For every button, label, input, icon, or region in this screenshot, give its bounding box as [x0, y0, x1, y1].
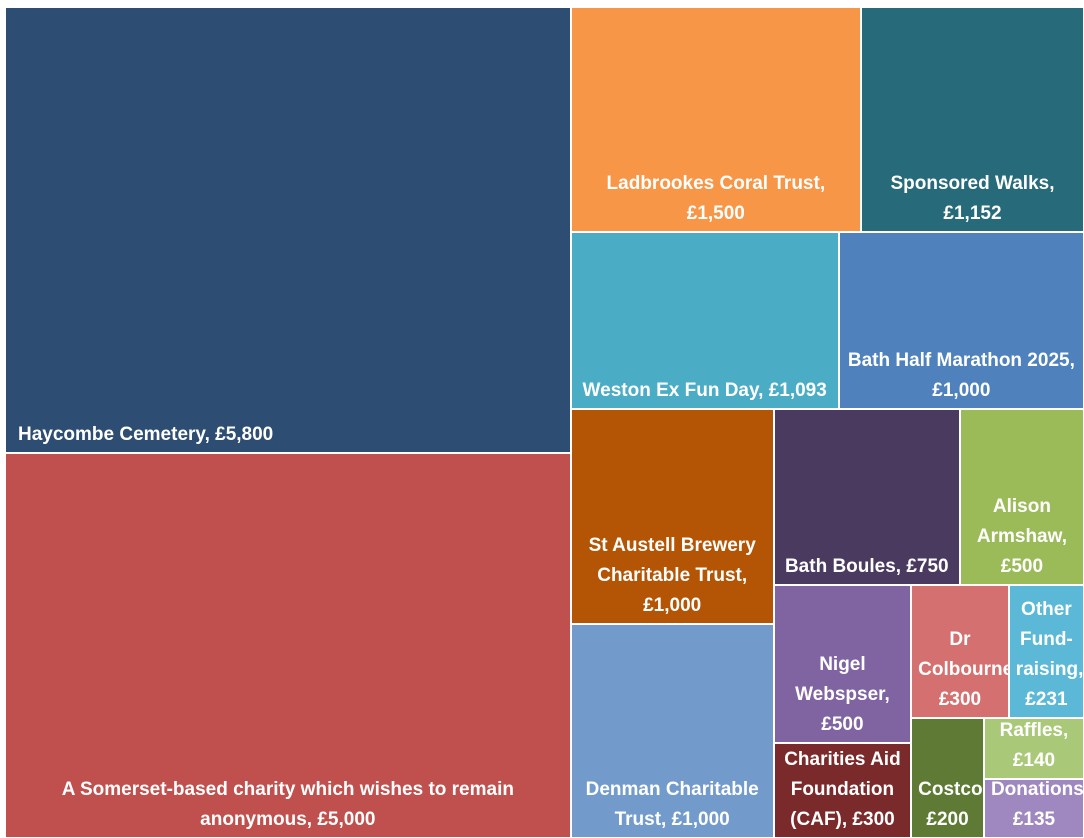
treemap-cell: Charities Aid Foundation (CAF), £300 [773, 742, 912, 838]
treemap-cell: Ladbrookes Coral Trust, £1,500 [570, 7, 861, 232]
cell-label: Weston Ex Fun Day, £1,093 [582, 380, 827, 402]
cell-label: Raffles, £140 [999, 720, 1069, 772]
cell-label: St Austell Brewery Charitable Trust, £1,… [588, 534, 756, 616]
treemap-cell: A Somerset-based charity which wishes to… [5, 453, 571, 838]
cell-label: Nigel Webspser, £500 [795, 653, 890, 735]
treemap-cell: Other Fund-raising, £231 [1008, 584, 1084, 719]
cell-label: Sponsored Walks, £1,152 [890, 172, 1055, 224]
cell-label: Charities Aid Foundation (CAF), £300 [784, 748, 901, 830]
cell-label: Bath Half Marathon 2025, £1,000 [847, 350, 1075, 402]
treemap-cell: Costco, £200 [911, 718, 984, 838]
cell-label: Denman Charitable Trust, £1,000 [585, 778, 759, 830]
cell-label: Costco, £200 [918, 778, 984, 830]
treemap-cell: Haycombe Cemetery, £5,800 [5, 7, 571, 454]
treemap-cell: Raffles, £140 [983, 718, 1084, 780]
treemap-cell: St Austell Brewery Charitable Trust, £1,… [570, 409, 774, 624]
treemap-cell: Weston Ex Fun Day, £1,093 [570, 231, 839, 410]
cell-label: Haycombe Cemetery, £5,800 [18, 424, 274, 446]
cell-label: Other Donations, £135 [990, 779, 1084, 830]
cell-label: Alison Armshaw, £500 [976, 495, 1067, 577]
treemap-cell: Dr Colbourne, £300 [911, 584, 1009, 719]
cell-label: Bath Boules, £750 [784, 555, 949, 577]
treemap-cell: Bath Boules, £750 [773, 409, 960, 585]
cell-label: Ladbrookes Coral Trust, £1,500 [606, 172, 826, 224]
cell-label: Other Fund-raising, £231 [1015, 599, 1084, 711]
treemap-cell: Sponsored Walks, £1,152 [861, 7, 1084, 232]
treemap-cell: Other Donations, £135 [983, 779, 1084, 838]
treemap-cell: Bath Half Marathon 2025, £1,000 [838, 231, 1084, 410]
treemap-cell: Alison Armshaw, £500 [959, 409, 1084, 585]
cell-label: Dr Colbourne, £300 [918, 629, 1009, 711]
treemap-cell: Denman Charitable Trust, £1,000 [570, 623, 774, 838]
treemap-cell: Nigel Webspser, £500 [773, 584, 912, 743]
cell-label: A Somerset-based charity which wishes to… [61, 778, 514, 830]
